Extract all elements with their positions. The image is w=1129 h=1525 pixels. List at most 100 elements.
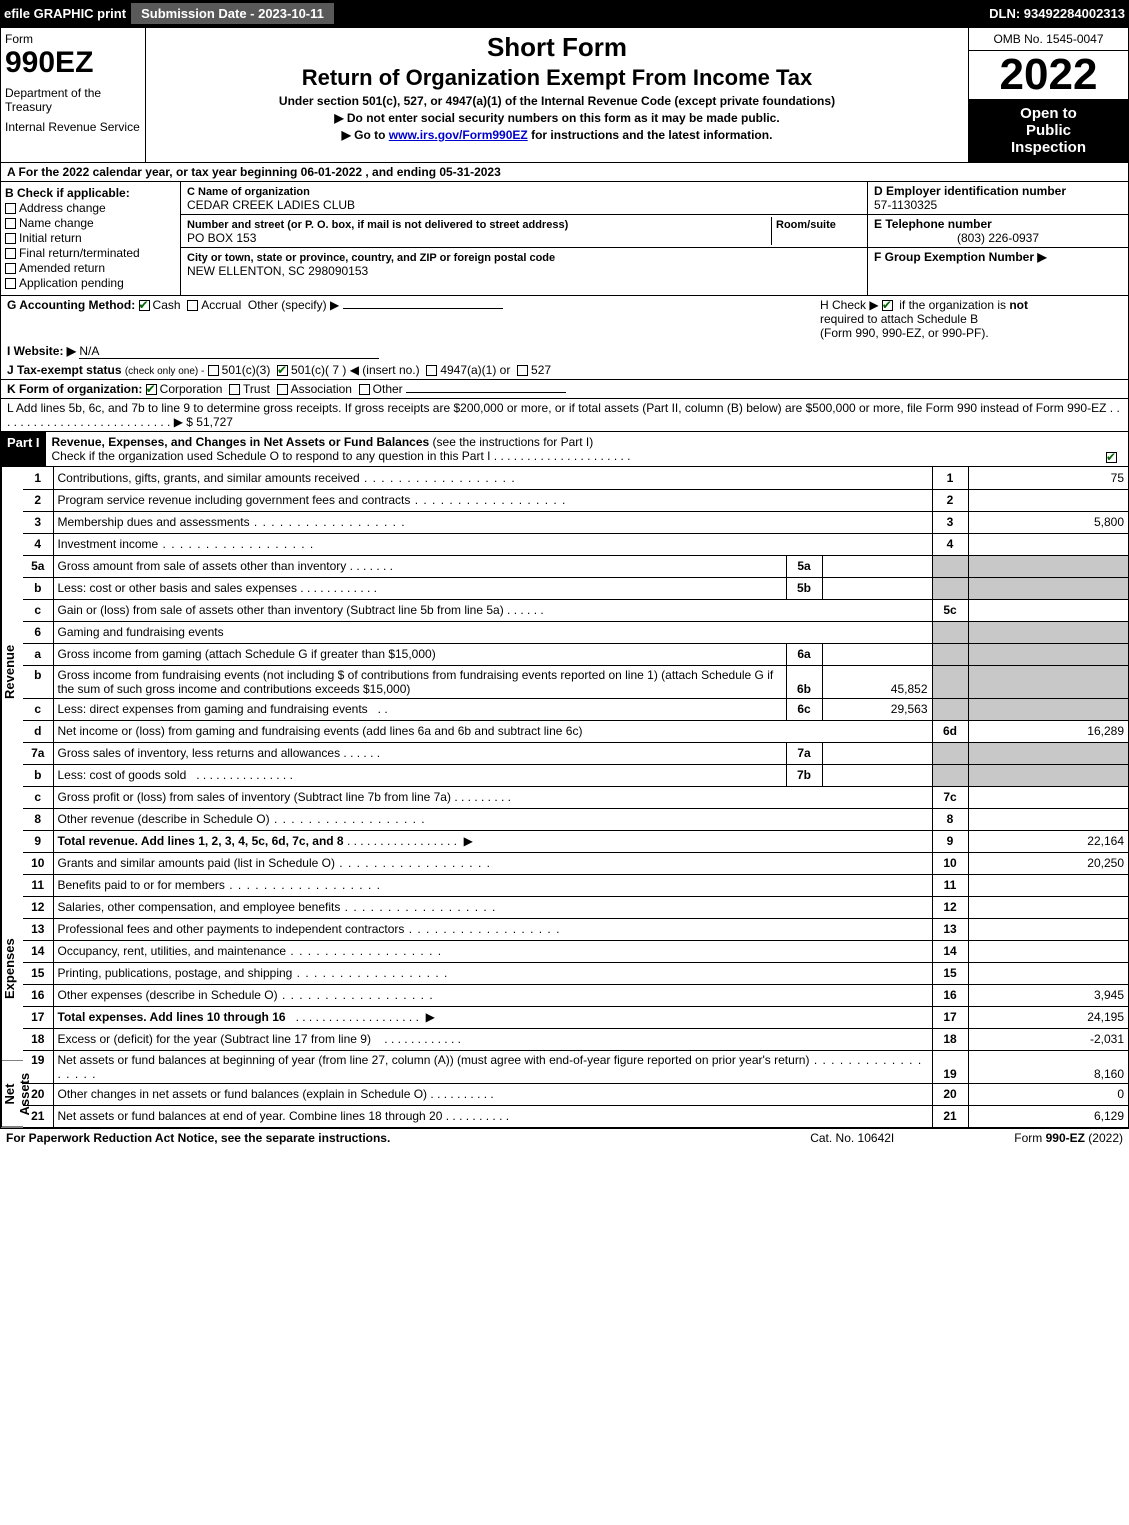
section-l-text: L Add lines 5b, 6c, and 7b to line 9 to … (7, 401, 1106, 415)
title-short-form: Short Form (154, 32, 960, 63)
line-18: 18Excess or (deficit) for the year (Subt… (23, 1028, 1128, 1050)
row-g-h: G Accounting Method: Cash Accrual Other … (0, 296, 1129, 342)
line-5b: bLess: cost or other basis and sales exp… (23, 577, 1128, 599)
paperwork-notice: For Paperwork Reduction Act Notice, see … (6, 1131, 810, 1145)
line-21: 21Net assets or fund balances at end of … (23, 1105, 1128, 1127)
part-1-label: Part I (1, 432, 46, 466)
inspect-line1: Open to (1020, 105, 1077, 122)
line-5c: cGain or (loss) from sale of assets othe… (23, 599, 1128, 621)
line-19: 19Net assets or fund balances at beginni… (23, 1050, 1128, 1083)
chk-501c3[interactable] (208, 365, 219, 376)
chk-trust[interactable] (229, 384, 240, 395)
part-1-body: Revenue Expenses Net Assets 1Contributio… (0, 467, 1129, 1128)
chk-accrual[interactable] (187, 300, 198, 311)
entity-block: B Check if applicable: Address change Na… (0, 182, 1129, 296)
line-6: 6Gaming and fundraising events (23, 621, 1128, 643)
chk-corporation[interactable] (146, 384, 157, 395)
city-label: City or town, state or province, country… (187, 252, 555, 264)
line-5a: 5aGross amount from sale of assets other… (23, 555, 1128, 577)
chk-name-change[interactable]: Name change (5, 216, 176, 230)
section-g-label: G Accounting Method: (7, 298, 135, 312)
section-a-tax-year: A For the 2022 calendar year, or tax yea… (0, 163, 1129, 182)
instr2-post: for instructions and the latest informat… (528, 128, 773, 142)
section-h-line2: required to attach Schedule B (820, 312, 978, 326)
line-1: 1Contributions, gifts, grants, and simil… (23, 467, 1128, 489)
city-value: NEW ELLENTON, SC 298090153 (187, 264, 368, 278)
line-11: 11Benefits paid to or for members11 (23, 874, 1128, 896)
omb-number: OMB No. 1545-0047 (969, 28, 1128, 51)
website-value: N/A (79, 344, 379, 359)
sidebar-expenses: Expenses (1, 877, 23, 1061)
line-6b: bGross income from fundraising events (n… (23, 665, 1128, 698)
part-1-header: Part I Revenue, Expenses, and Changes in… (0, 432, 1129, 467)
line-4: 4Investment income4 (23, 533, 1128, 555)
part-1-check-line: Check if the organization used Schedule … (52, 449, 491, 463)
section-d-e-f: D Employer identification number 57-1130… (868, 182, 1128, 295)
chk-4947[interactable] (426, 365, 437, 376)
accounting-other: Other (specify) ▶ (248, 298, 339, 312)
street-label: Number and street (or P. O. box, if mail… (187, 219, 568, 231)
chk-address-change[interactable]: Address change (5, 201, 176, 215)
irs-label: Internal Revenue Service (5, 120, 141, 134)
chk-527[interactable] (517, 365, 528, 376)
line-7c: cGross profit or (loss) from sales of in… (23, 786, 1128, 808)
line-6c: cLess: direct expenses from gaming and f… (23, 698, 1128, 720)
row-k: K Form of organization: Corporation Trus… (0, 380, 1129, 399)
chk-schedule-b-not-required[interactable] (882, 300, 893, 311)
line-3: 3Membership dues and assessments35,800 (23, 511, 1128, 533)
chk-application-pending[interactable]: Application pending (5, 276, 176, 290)
efile-label: efile GRAPHIC print (4, 6, 126, 21)
section-k-label: K Form of organization: (7, 382, 142, 396)
chk-schedule-o-used[interactable] (1106, 452, 1117, 463)
inspect-line3: Inspection (1011, 139, 1086, 156)
row-l: L Add lines 5b, 6c, and 7b to line 9 to … (0, 399, 1129, 432)
page-footer: For Paperwork Reduction Act Notice, see … (0, 1128, 1129, 1147)
street-value: PO BOX 153 (187, 231, 256, 245)
section-i-label: I Website: ▶ (7, 344, 76, 358)
irs-link[interactable]: www.irs.gov/Form990EZ (389, 128, 528, 142)
top-bar: efile GRAPHIC print Submission Date - 20… (0, 0, 1129, 27)
chk-association[interactable] (277, 384, 288, 395)
chk-amended-return[interactable]: Amended return (5, 261, 176, 275)
submission-date-button[interactable]: Submission Date - 2023-10-11 (130, 2, 335, 25)
section-j-label: J Tax-exempt status (7, 363, 122, 377)
line-12: 12Salaries, other compensation, and empl… (23, 896, 1128, 918)
section-h-check: H Check ▶ (820, 298, 879, 312)
part-1-title-paren: (see the instructions for Part I) (433, 435, 594, 449)
line-17: 17Total expenses. Add lines 10 through 1… (23, 1006, 1128, 1028)
chk-cash[interactable] (139, 300, 150, 311)
form-header: Form 990EZ Department of the Treasury In… (0, 27, 1129, 163)
header-left: Form 990EZ Department of the Treasury In… (1, 28, 146, 162)
subtitle: Under section 501(c), 527, or 4947(a)(1)… (154, 94, 960, 108)
section-l-amount: ▶ $ 51,727 (174, 415, 233, 429)
line-8: 8Other revenue (describe in Schedule O)8 (23, 808, 1128, 830)
org-name-label: C Name of organization (187, 186, 310, 198)
sidebar-net-assets: Net Assets (1, 1061, 23, 1128)
phone-label: E Telephone number (874, 217, 992, 231)
instr2-pre: ▶ Go to (342, 128, 389, 142)
title-main: Return of Organization Exempt From Incom… (154, 65, 960, 91)
form-ref: Form 990-EZ (2022) (1014, 1131, 1123, 1145)
org-name: CEDAR CREEK LADIES CLUB (187, 198, 355, 212)
chk-501c[interactable] (277, 365, 288, 376)
chk-final-return[interactable]: Final return/terminated (5, 246, 176, 260)
chk-other-org[interactable] (359, 384, 370, 395)
department-label: Department of the Treasury (5, 86, 141, 114)
instruction-1: ▶ Do not enter social security numbers o… (154, 111, 960, 125)
section-b-heading: B Check if applicable: (5, 186, 176, 200)
row-j: J Tax-exempt status (check only one) - 5… (0, 361, 1129, 380)
cat-no: Cat. No. 10642I (810, 1131, 894, 1145)
sidebar-revenue: Revenue (1, 467, 23, 877)
line-2: 2Program service revenue including gover… (23, 489, 1128, 511)
section-h-line3: (Form 990, 990-EZ, or 990-PF). (820, 326, 989, 340)
ein-value: 57-1130325 (874, 198, 937, 212)
line-10: 10Grants and similar amounts paid (list … (23, 852, 1128, 874)
ein-label: D Employer identification number (874, 184, 1066, 198)
line-13: 13Professional fees and other payments t… (23, 918, 1128, 940)
header-right: OMB No. 1545-0047 2022 Open to Public In… (968, 28, 1128, 162)
instruction-2: ▶ Go to www.irs.gov/Form990EZ for instru… (154, 128, 960, 142)
form-number: 990EZ (5, 46, 141, 80)
phone-value: (803) 226-0937 (874, 231, 1122, 245)
chk-initial-return[interactable]: Initial return (5, 231, 176, 245)
section-b: B Check if applicable: Address change Na… (1, 182, 181, 295)
